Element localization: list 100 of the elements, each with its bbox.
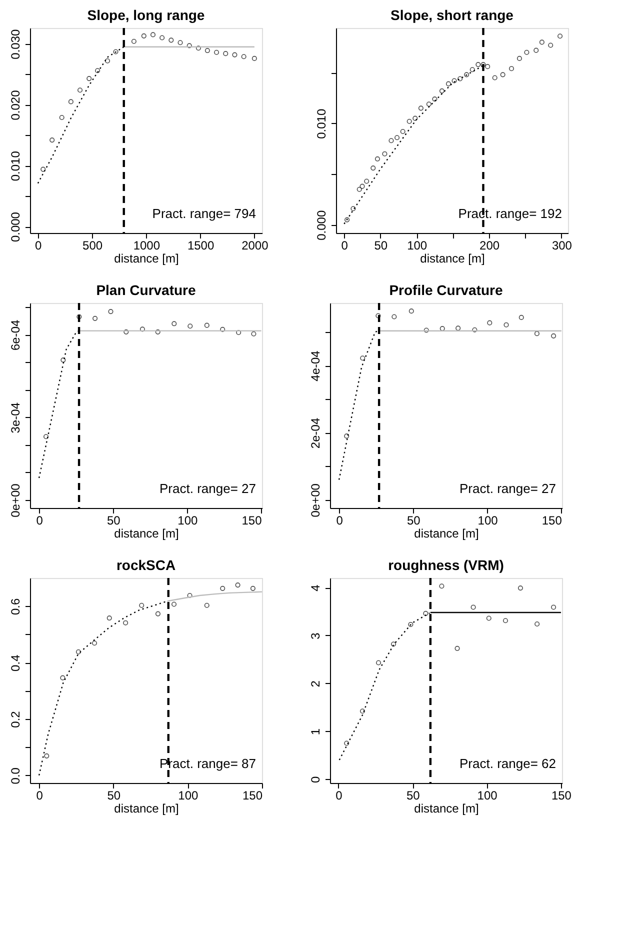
point: [508, 66, 514, 72]
y-tick-label: 0.000: [314, 210, 328, 240]
point: [558, 34, 563, 39]
chart-title: Slope, long range: [87, 6, 205, 23]
point: [524, 50, 530, 55]
point: [480, 62, 486, 68]
point: [439, 584, 444, 589]
point: [400, 129, 406, 134]
point: [470, 604, 476, 610]
point: [344, 740, 350, 746]
chart-title: Slope, short range: [390, 6, 514, 23]
y-tick-label: 1: [308, 728, 322, 736]
point: [548, 42, 554, 48]
point: [539, 40, 544, 45]
point: [113, 49, 118, 54]
point: [77, 88, 83, 93]
point: [446, 81, 451, 86]
point: [344, 217, 350, 222]
point: [150, 32, 156, 38]
annotation: Pract. range= 27: [160, 481, 256, 496]
point: [432, 96, 438, 102]
y-tick-label: 0.010: [314, 108, 328, 139]
y-tick-label: 4e-04: [308, 350, 322, 382]
chart-title: rockSCA: [116, 556, 176, 573]
x-axis-title: distance [m]: [114, 802, 179, 816]
point: [214, 50, 220, 55]
point: [186, 43, 192, 48]
x-tick-label: 150: [551, 788, 572, 802]
point: [454, 646, 460, 651]
y-tick-label: 0.010: [8, 150, 22, 182]
x-tick-label: 0: [35, 238, 42, 252]
point: [426, 102, 432, 107]
point: [241, 54, 246, 60]
x-tick-label: 100: [478, 514, 498, 528]
point: [458, 76, 463, 82]
y-tick-label: 0e+00: [308, 483, 322, 518]
point: [394, 135, 400, 140]
point: [364, 178, 370, 184]
point: [534, 621, 540, 626]
point: [204, 48, 210, 54]
point: [223, 51, 228, 56]
point: [376, 660, 382, 666]
y-tick-label: 0.000: [8, 212, 22, 242]
point: [86, 76, 92, 82]
y-tick-label: 6e-04: [8, 320, 22, 351]
x-tick-label: 1500: [187, 238, 214, 252]
point: [356, 186, 362, 192]
point: [390, 642, 396, 647]
x-tick-label: 150: [242, 788, 263, 802]
point: [485, 64, 490, 70]
point: [131, 38, 136, 44]
point: [68, 99, 74, 104]
point: [464, 72, 470, 78]
x-tick-label: 1000: [133, 238, 160, 252]
point: [168, 38, 174, 43]
y-tick-label: 2e-04: [308, 418, 322, 449]
point: [492, 75, 498, 80]
point: [500, 72, 506, 78]
x-tick-label: 150: [242, 514, 262, 528]
y-tick-label: 0.2: [8, 710, 22, 728]
point: [59, 115, 64, 120]
x-tick-label: 50: [374, 238, 388, 252]
x-tick-label: 2000: [242, 238, 269, 252]
y-tick-label: 0e+00: [8, 483, 22, 518]
point: [470, 67, 475, 72]
annotation: Pract. range= 192: [458, 206, 562, 221]
y-tick-label: 0.6: [8, 598, 22, 616]
x-tick-label: 500: [82, 238, 103, 252]
point: [360, 184, 365, 189]
x-tick-label: 50: [406, 788, 420, 802]
chart-title: Plan Curvature: [96, 282, 196, 298]
point: [95, 68, 100, 74]
annotation: Pract. range= 27: [460, 481, 556, 496]
annotation: Pract. range= 62: [460, 756, 556, 771]
y-tick-label: 0.0: [8, 767, 22, 784]
point: [388, 138, 394, 144]
point: [232, 52, 238, 58]
x-tick-label: 100: [477, 788, 498, 802]
x-axis-title: distance [m]: [114, 526, 179, 540]
y-tick-label: 2: [308, 680, 322, 688]
point: [40, 166, 46, 172]
x-tick-label: 0: [36, 514, 44, 528]
x-tick-label: 100: [178, 514, 198, 528]
point: [439, 88, 444, 94]
x-axis-title: distance [m]: [420, 252, 485, 266]
x-axis-title: distance [m]: [114, 252, 179, 266]
x-tick-label: 0: [36, 788, 44, 802]
point: [196, 46, 201, 51]
y-tick-label: 0.4: [8, 654, 22, 672]
x-tick-label: 150: [542, 514, 562, 528]
x-tick-label: 0: [341, 238, 348, 252]
point: [476, 62, 481, 68]
point: [370, 166, 376, 171]
point: [178, 40, 183, 46]
y-tick-label: 0.030: [8, 28, 22, 60]
x-tick-label: 200: [480, 238, 500, 252]
point: [406, 118, 412, 124]
point: [502, 618, 508, 624]
x-tick-label: 0: [336, 788, 343, 802]
x-axis-title: distance [m]: [414, 802, 479, 816]
